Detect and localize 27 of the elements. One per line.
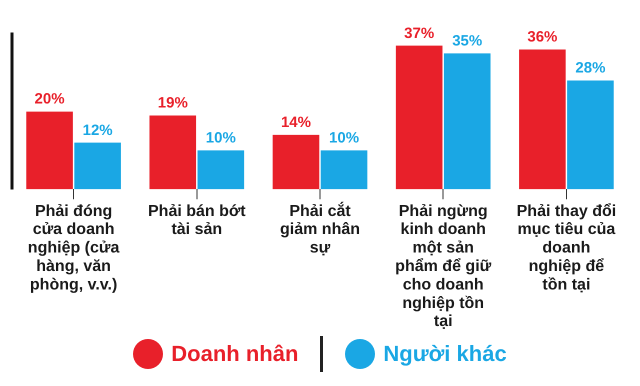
data-label: 20% <box>34 90 65 108</box>
bar <box>567 80 614 190</box>
data-label: 14% <box>280 114 311 132</box>
x-tick-label: Phải cắt giảm nhân sự <box>280 200 360 257</box>
data-label: 12% <box>82 122 113 139</box>
data-label: 10% <box>206 130 236 147</box>
legend-label: Người khác <box>383 341 507 367</box>
data-label: 35% <box>452 32 482 50</box>
bar <box>272 134 320 190</box>
x-tick-label: Phải đóng cửa doanh nghiệp (cửa hàng, văn phòng, v.v.) <box>28 202 120 294</box>
bar <box>444 53 491 190</box>
bar <box>149 115 196 190</box>
bar <box>74 142 121 190</box>
bar <box>320 150 368 190</box>
bar <box>198 150 244 190</box>
data-label: 10% <box>329 130 360 147</box>
data-label: 19% <box>158 94 188 112</box>
data-label: 28% <box>575 60 606 77</box>
x-tick-label: Phải thay đổi mục tiêu của doanh nghiệp để tồn tại <box>516 202 616 294</box>
bar <box>396 46 442 190</box>
data-label: 36% <box>527 28 558 46</box>
x-tick-label: Phải ngừng kinh doanh một sản phẩm để giữ cho doanh nghiệp tồn tại <box>395 202 492 330</box>
bar <box>26 112 73 190</box>
legend-label: Doanh nhân <box>171 341 298 367</box>
data-label: 37% <box>404 24 434 42</box>
bar <box>519 50 566 190</box>
x-tick-label: Phải bán bớt tài sản <box>148 202 246 238</box>
